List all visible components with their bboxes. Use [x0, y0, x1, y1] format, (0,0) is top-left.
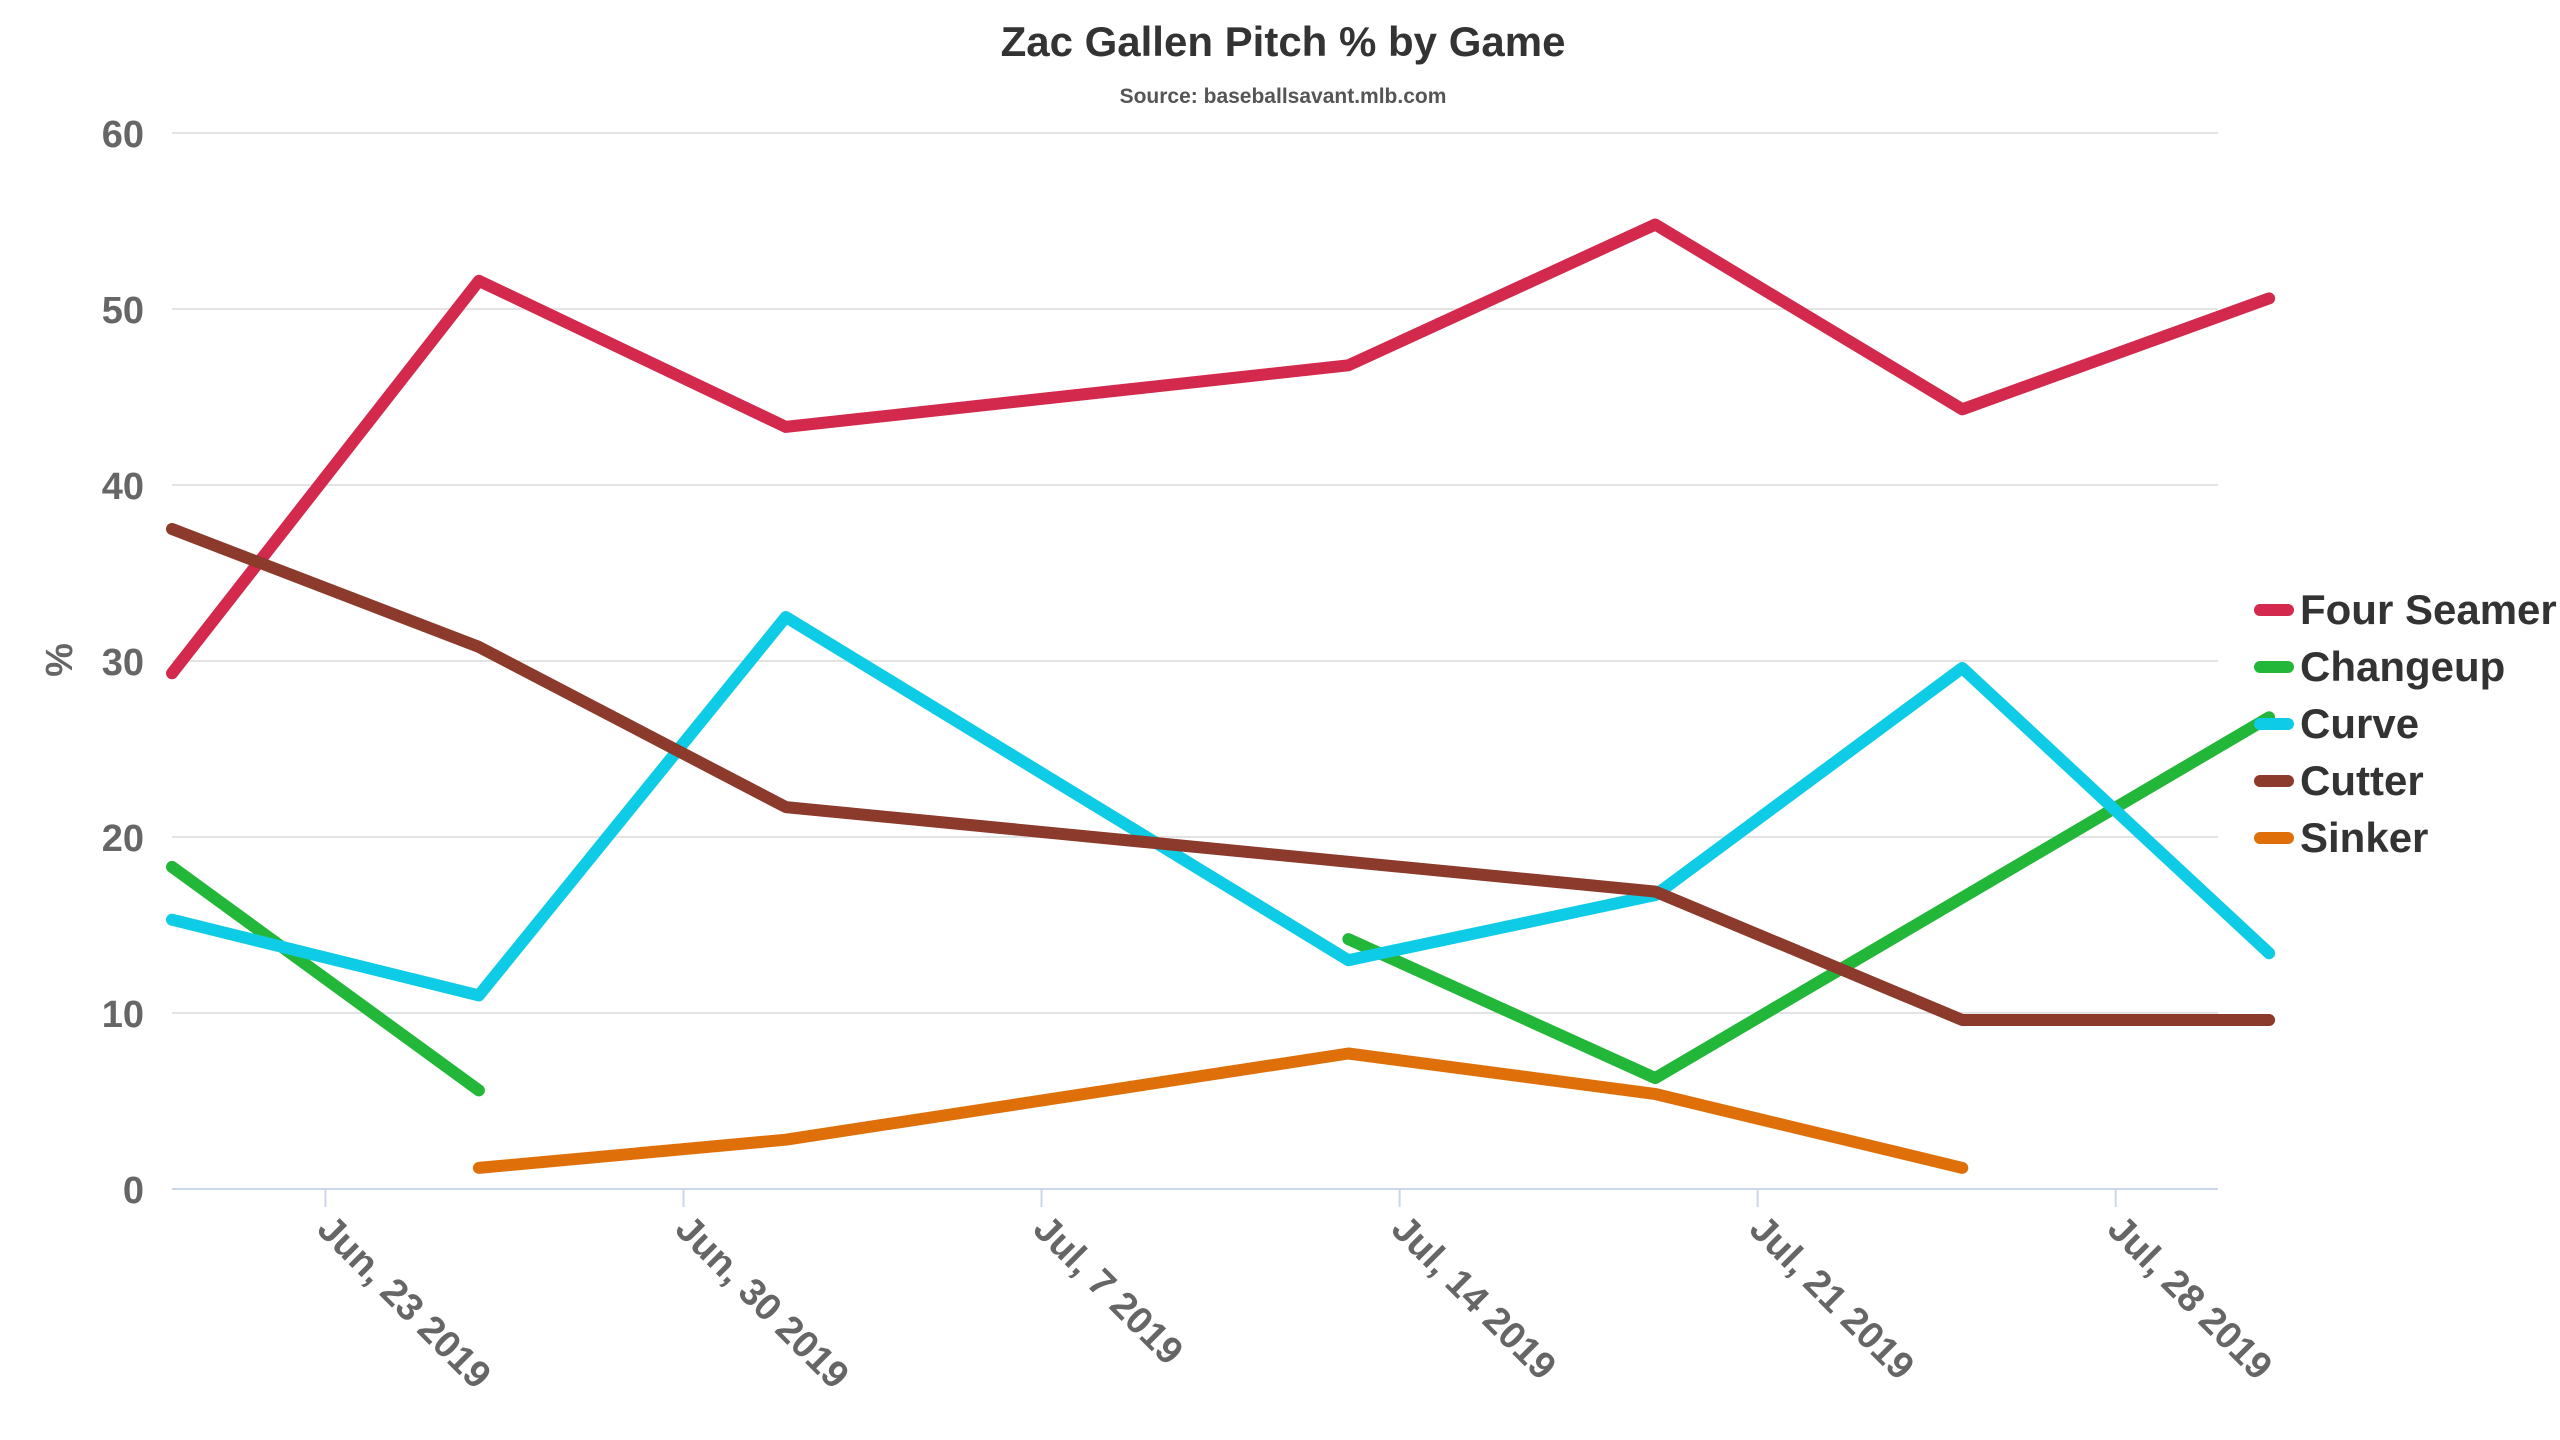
legend-item-curve[interactable]: Curve [2254, 700, 2419, 747]
y-tick-label: 20 [102, 818, 144, 860]
y-tick-label: 30 [102, 642, 144, 684]
x-tick-label: Jul, 21 2019 [1741, 1208, 1922, 1389]
grid-layer [172, 132, 2218, 1014]
y-tick-label: 50 [102, 290, 144, 332]
x-tick-label: Jul, 14 2019 [1383, 1208, 1564, 1389]
legend[interactable]: Four Seamer Changeup Curve Cutter Sinker [2254, 586, 2557, 861]
legend-label: Curve [2300, 700, 2419, 747]
series-line-cutter [166, 523, 2276, 1026]
chart-subtitle: Source: baseballsavant.mlb.com [1120, 85, 1447, 108]
series-line-changeup [166, 860, 485, 1097]
series-line-sinker [472, 1047, 1969, 1174]
x-tick-label: Jul, 7 2019 [1025, 1208, 1191, 1374]
series-layer [166, 218, 2276, 1174]
x-tick-label: Jul, 28 2019 [2099, 1208, 2280, 1389]
series-line-curve [166, 611, 2276, 1002]
series-line-changeup [1342, 711, 2276, 1085]
y-tick-label: 10 [102, 994, 144, 1036]
legend-label: Sinker [2300, 814, 2428, 861]
legend-label: Changeup [2300, 643, 2505, 690]
legend-label: Cutter [2300, 757, 2424, 804]
chart-title: Zac Gallen Pitch % by Game [1001, 18, 1566, 65]
legend-label: Four Seamer [2300, 586, 2557, 633]
legend-item-sinker[interactable]: Sinker [2254, 814, 2428, 861]
y-axis-label: % [39, 643, 81, 677]
series-line-four-seamer [166, 218, 2276, 680]
x-tick-label: Jun, 23 2019 [309, 1208, 499, 1398]
y-tick-label: 60 [102, 114, 144, 156]
legend-item-changeup[interactable]: Changeup [2254, 643, 2505, 690]
y-axis-ticks: 0 10 20 30 40 50 60 [102, 114, 144, 1212]
y-tick-label: 0 [123, 1170, 144, 1212]
legend-item-cutter[interactable]: Cutter [2254, 757, 2424, 804]
legend-item-four-seamer[interactable]: Four Seamer [2254, 586, 2557, 633]
x-axis: Jun, 23 2019 Jun, 30 2019 Jul, 7 2019 Jul, … [172, 1188, 2280, 1398]
x-tick-label: Jun, 30 2019 [667, 1208, 857, 1398]
y-tick-label: 40 [102, 466, 144, 508]
